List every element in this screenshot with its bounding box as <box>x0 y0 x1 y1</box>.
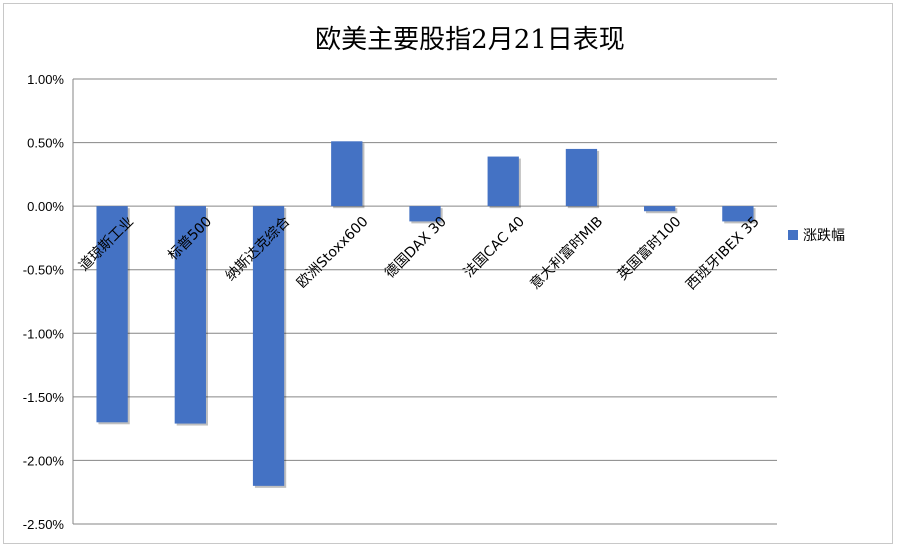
x-category-label: 法国CAC 40 <box>461 214 528 281</box>
bar <box>722 206 754 222</box>
bar <box>252 206 285 486</box>
x-category-label: 意大利富时MIB <box>527 213 607 293</box>
x-category-label: 西班牙IBEX 35 <box>683 214 763 294</box>
y-tick-label: -1.50% <box>23 390 65 405</box>
x-category-label: 德国DAX 30 <box>382 214 450 282</box>
bar <box>409 206 441 222</box>
x-category-label: 英国富时100 <box>614 213 685 284</box>
bar <box>174 206 206 424</box>
y-tick-label: -0.50% <box>23 263 65 278</box>
y-tick-label: -2.00% <box>23 453 65 468</box>
legend-label: 涨跌幅 <box>803 228 845 244</box>
bar <box>565 148 598 207</box>
legend: 涨跌幅 <box>788 228 845 244</box>
y-tick-label: 1.00% <box>27 72 64 87</box>
chart-title: 欧美主要股指2月21日表现 <box>315 25 625 55</box>
chart-frame <box>3 3 893 544</box>
legend-swatch <box>788 230 798 240</box>
y-tick-label: -1.00% <box>23 326 65 341</box>
y-tick-label: 0.50% <box>27 136 64 151</box>
bar <box>96 206 128 423</box>
bar <box>487 156 519 207</box>
bars <box>96 141 756 488</box>
bar <box>331 141 363 207</box>
x-category-label: 欧洲Stoxx600 <box>294 214 372 292</box>
y-tick-label: -2.50% <box>23 517 65 532</box>
y-tick-label: 0.00% <box>27 199 64 214</box>
y-axis-ticks: 1.00% 0.50% 0.00% -0.50% -1.00% -1.50% -2.00% -… <box>23 72 65 532</box>
bar <box>644 206 676 212</box>
